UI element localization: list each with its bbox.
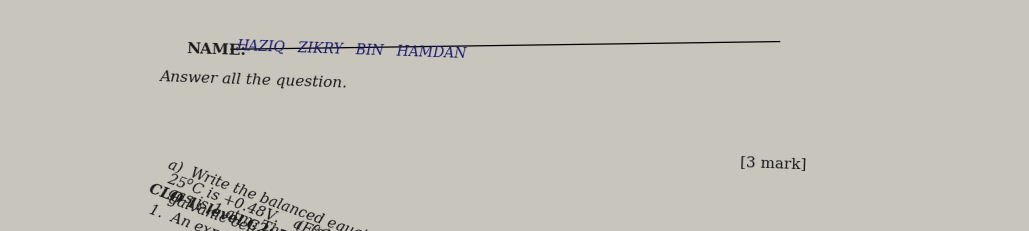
Text: Answer all the question.: Answer all the question. [159,70,348,91]
Text: 1.  An experiment is carried out to determine the pH of unknown solution using a: 1. An experiment is carried out to deter… [147,203,719,231]
Text: galvanic cell consisting of copper and hydrogen electrodes. The pressure of hydr: galvanic cell consisting of copper and h… [167,192,769,231]
Text: CLO 1: level C2: Understanding: CLO 1: level C2: Understanding [147,182,394,231]
Text: 25$^{o}$C is +0.48V.    (E$^{o}$Cu$^{2+}$/Cu = +0.34V,  E$^{o}$H$^{+}$/H$_{2}$= : 25$^{o}$C is +0.48V. (E$^{o}$Cu$^{2+}$/C… [164,169,579,231]
Text: NAME:: NAME: [186,42,247,58]
Text: gas is 1 atm. The copper electrode is immersed in 1.0M Cu$^{2+}$ solution and th: gas is 1 atm. The copper electrode is im… [164,180,771,231]
Text: a)  Write the balanced equation for the cell reaction: a) Write the balanced equation for the c… [167,157,533,231]
Text: a  (s) +   4H$^{+}$(aq) + 2e$^{-}$: a (s) + 4H$^{+}$(aq) + 2e$^{-}$ [277,209,464,231]
Text: [3 mark]: [3 mark] [741,155,807,171]
Text: HAZIQ   ZIKRY   BIN   HAMDAN: HAZIQ ZIKRY BIN HAMDAN [237,39,467,61]
